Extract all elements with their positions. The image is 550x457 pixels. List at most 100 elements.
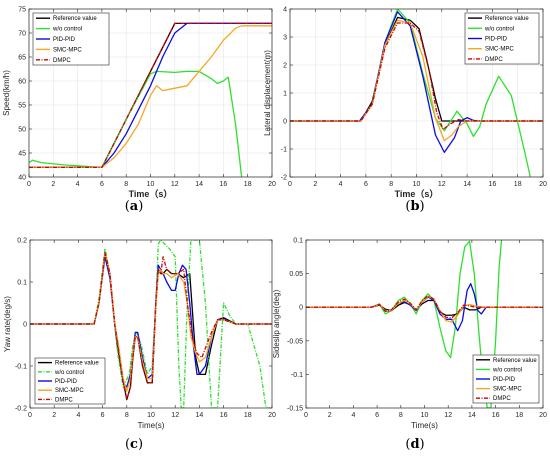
x-tick-label: 4 — [76, 412, 80, 419]
x-tick-label: 18 — [515, 412, 523, 419]
series-group — [29, 22, 272, 177]
x-tick-label: 18 — [514, 181, 522, 188]
legend-label: DMPC — [493, 396, 511, 402]
legend-label: Reference value — [485, 16, 529, 22]
y-tick-label: 75 — [18, 7, 26, 14]
x-tick-label: 14 — [468, 412, 476, 419]
series-group — [306, 240, 543, 408]
panel-caption: (c) — [125, 437, 143, 452]
legend-box — [34, 357, 106, 405]
y-tick-label: 4 — [283, 7, 287, 14]
x-tick-label: 4 — [339, 181, 343, 188]
y-axis-label: Yaw rate(deg/s) — [3, 296, 12, 352]
x-tick-label: 6 — [101, 412, 105, 419]
y-tick-label: 0.1 — [17, 280, 27, 287]
x-axis-label: Time（s） — [395, 189, 439, 199]
x-tick-label: 20 — [539, 181, 547, 188]
y-tick-label: 50 — [18, 127, 26, 134]
y-tick-label: -1 — [281, 147, 287, 154]
legend-label: w/o control — [492, 367, 522, 373]
y-tick-label: 70 — [18, 31, 26, 38]
x-tick-label: 16 — [220, 412, 228, 419]
x-tick-label: 0 — [288, 181, 292, 188]
legend-label: w/o control — [484, 26, 514, 32]
x-tick-label: 20 — [539, 412, 547, 419]
series-line-smc-mpc — [29, 25, 272, 169]
x-tick-label: 8 — [125, 412, 129, 419]
y-tick-label: 0 — [283, 119, 287, 126]
y-axis-label: Speed(km/h) — [2, 70, 11, 116]
y-tick-label: 0.1 — [293, 238, 303, 245]
y-axis-label: Lateral displacement(m) — [263, 50, 272, 136]
y-tick-label: 55 — [18, 103, 26, 110]
x-tick-label: 2 — [52, 412, 56, 419]
chart-panel-c: 0 2 4 6 8 10 12 14 16 18 20 -0.2 -0.1 0 0.1 0.2 Time(s) Y… — [3, 238, 276, 453]
legend: Reference value w/o control PID-PID SMC-MPC… — [472, 354, 540, 404]
legend-label: PID-PID — [53, 37, 76, 43]
legend-label: w/o control — [54, 370, 84, 376]
x-tick-label: 4 — [351, 412, 355, 419]
x-tick-label: 10 — [147, 181, 155, 188]
legend-box — [464, 12, 540, 65]
y-tick-label: 40 — [18, 175, 26, 182]
x-axis-label: Time(s) — [411, 421, 438, 430]
y-axis-label: Sideslip angle(deg) — [272, 289, 281, 358]
x-tick-label: 12 — [438, 181, 446, 188]
y-tick-label: -0.1 — [291, 372, 303, 379]
series-line-pid-pid — [29, 22, 272, 169]
series-group — [30, 240, 272, 408]
legend: Reference value w/o control PID-PID SMC-MPC… — [464, 12, 540, 65]
x-tick-label: 6 — [100, 181, 104, 188]
panel-caption: (a) — [125, 199, 144, 214]
x-tick-label: 12 — [171, 181, 179, 188]
x-tick-label: 10 — [147, 412, 155, 419]
y-tick-label: 1 — [283, 91, 287, 98]
x-tick-label: 10 — [421, 412, 429, 419]
x-tick-label: 6 — [364, 181, 368, 188]
y-tick-label: 0.05 — [289, 271, 303, 278]
x-axis-label: Time(s) — [138, 421, 165, 430]
y-tick-label: 2 — [283, 63, 287, 70]
series-line-dmpc — [290, 22, 543, 131]
legend-label: PID-PID — [485, 37, 508, 43]
x-tick-label: 0 — [304, 412, 308, 419]
panel-caption: (d) — [405, 437, 424, 452]
x-axis-label: Time（s） — [129, 189, 173, 199]
y-tick-label: 0.2 — [17, 238, 27, 245]
legend: Reference value w/o control PID-PID SMC-MPC… — [34, 357, 106, 405]
x-tick-label: 20 — [268, 181, 276, 188]
x-tick-label: 18 — [244, 181, 252, 188]
legend-label: SMC-MPC — [55, 388, 84, 394]
y-tick-label: 0 — [299, 305, 303, 312]
y-tick-label: -0.1 — [15, 364, 27, 371]
series-line-w-o-control — [29, 70, 243, 177]
chart-panel-b: 0 2 4 6 8 10 12 14 16 18 20-2-101234Time（s）Lateral… — [263, 7, 547, 215]
y-tick-label: -2 — [281, 175, 287, 182]
x-tick-label: 16 — [489, 181, 497, 188]
x-tick-label: 8 — [399, 412, 403, 419]
panel-caption: (b) — [405, 199, 424, 214]
x-tick-label: 12 — [444, 412, 452, 419]
legend-label: w/o control — [52, 27, 82, 33]
x-tick-label: 0 — [28, 412, 32, 419]
y-tick-label: -0.05 — [287, 338, 303, 345]
x-tick-label: 0 — [27, 181, 31, 188]
x-tick-label: 16 — [220, 181, 228, 188]
y-tick-label: 60 — [18, 79, 26, 86]
legend-label: PID-PID — [493, 377, 516, 383]
series-line-reference-value — [290, 16, 543, 122]
series-line-dmpc — [306, 295, 543, 319]
series-line-dmpc — [30, 251, 272, 401]
legend-label: DMPC — [55, 397, 73, 403]
x-tick-label: 18 — [244, 412, 252, 419]
legend-label: Reference value — [53, 16, 97, 22]
legend-label: SMC-MPC — [493, 387, 522, 393]
y-tick-label: 3 — [283, 35, 287, 42]
legend-label: SMC-MPC — [53, 47, 82, 53]
x-tick-label: 6 — [375, 412, 379, 419]
legend-label: SMC-MPC — [485, 47, 514, 53]
x-tick-label: 8 — [124, 181, 128, 188]
legend-label: PID-PID — [55, 379, 78, 385]
x-tick-label: 2 — [328, 412, 332, 419]
